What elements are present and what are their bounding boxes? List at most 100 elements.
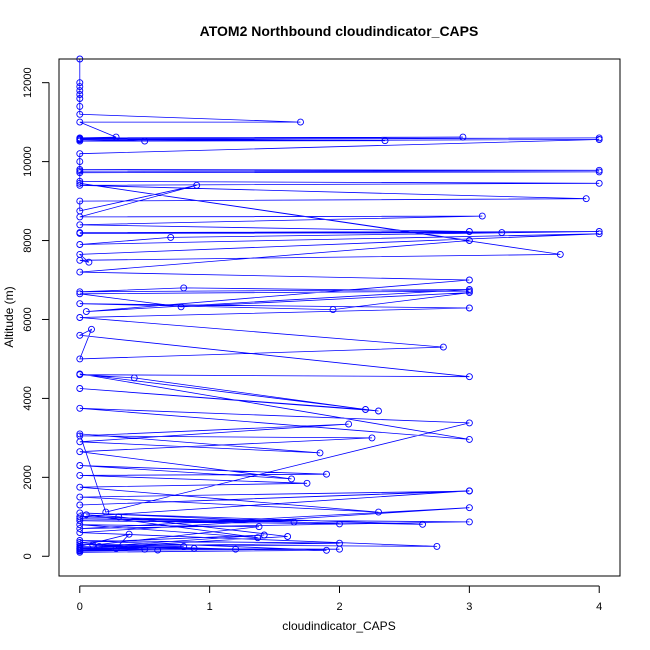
y-tick-label: 6000 [22, 307, 34, 331]
data-point [76, 256, 84, 264]
data-point [112, 544, 120, 552]
data-point [180, 542, 188, 550]
data-point [76, 448, 84, 456]
data-point [290, 518, 298, 526]
data-point [556, 250, 564, 258]
data-point [76, 430, 84, 438]
data-point [478, 212, 486, 220]
data-point [323, 546, 330, 554]
data-point [76, 158, 84, 166]
x-axis-label: cloudindicator_CAPS [282, 619, 395, 633]
data-point [582, 195, 590, 203]
data-point [76, 181, 84, 189]
data-point [76, 229, 84, 237]
data-point [177, 303, 185, 311]
data-point [95, 542, 103, 550]
data-point [76, 288, 84, 296]
data-point [76, 213, 84, 221]
data-point [76, 537, 84, 544]
data-point [323, 470, 330, 478]
data-point [465, 487, 473, 495]
x-axis: 0 1 2 3 4 [77, 585, 602, 613]
data-point [89, 541, 97, 549]
data-point [76, 87, 84, 95]
y-tick-label: 8000 [22, 228, 34, 252]
data-point [76, 150, 84, 158]
data-point [76, 539, 84, 546]
data-point [76, 221, 84, 229]
data-point [465, 237, 473, 244]
data-point [336, 520, 343, 528]
data-point [76, 521, 84, 529]
data-point [125, 530, 133, 538]
data-point [76, 525, 84, 533]
data-point [297, 118, 304, 126]
data-point [76, 545, 84, 553]
data-point [190, 544, 198, 552]
data-point [112, 133, 120, 141]
data-point [76, 102, 84, 110]
data-point [76, 483, 84, 491]
data-point [375, 508, 382, 516]
data-point [76, 529, 84, 537]
data-point [465, 373, 473, 381]
data-point [329, 306, 337, 314]
data-point [76, 513, 84, 521]
data-point [232, 545, 240, 553]
data-point [345, 420, 353, 428]
data-point [141, 545, 149, 553]
data-point [260, 531, 268, 539]
data-point [76, 432, 84, 440]
data-point [180, 284, 188, 292]
data-point [284, 533, 292, 540]
data-point [368, 434, 376, 442]
data-point [336, 539, 343, 547]
data-point [76, 331, 84, 339]
data-point [465, 504, 473, 512]
y-tick-label: 10000 [22, 146, 34, 177]
data-point [255, 523, 263, 531]
y-axis: 0 2000 4000 6000 8000 10000 12000 [22, 67, 50, 559]
data-point [381, 137, 389, 145]
data-point [76, 290, 84, 298]
data-point [76, 404, 84, 412]
data-point [595, 136, 603, 143]
data-point [498, 229, 506, 237]
data-point [419, 520, 427, 528]
data-point [595, 168, 603, 176]
data-point [76, 169, 84, 177]
data-point [254, 534, 262, 542]
data-point [303, 479, 311, 487]
data-point [439, 343, 447, 351]
data-point [595, 230, 603, 238]
y-tick-label: 0 [22, 553, 34, 559]
y-tick-label: 2000 [22, 465, 34, 489]
data-point [76, 314, 84, 321]
data-point [76, 179, 84, 187]
data-point [76, 91, 84, 98]
x-tick-label: 0 [77, 601, 83, 613]
data-point [76, 517, 84, 525]
data-point [465, 289, 473, 297]
data-point [362, 406, 369, 413]
data-point [288, 475, 295, 483]
data-point [193, 181, 201, 189]
data-point [167, 233, 175, 241]
data-point [465, 435, 473, 443]
data-point [76, 462, 84, 469]
data-point [76, 548, 84, 556]
data-point [76, 501, 84, 509]
data-point [433, 542, 441, 550]
data-point [76, 370, 84, 378]
plot-area [76, 55, 603, 556]
data-point [76, 137, 84, 145]
series-line [78, 59, 600, 553]
x-tick-label: 2 [336, 601, 342, 613]
data-point [465, 228, 473, 235]
data-point [76, 241, 84, 248]
data-point [76, 197, 84, 205]
data-point [141, 137, 149, 145]
data-point [595, 179, 603, 187]
data-point [459, 133, 467, 141]
